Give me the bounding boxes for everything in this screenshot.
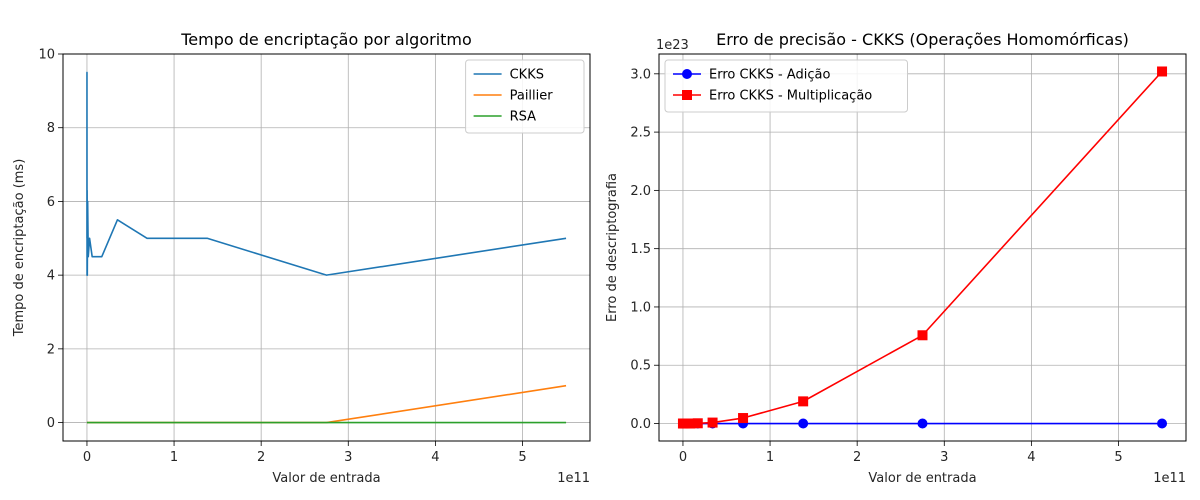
legend-label: RSA <box>510 110 537 125</box>
series-erro-ckks-adicao-point <box>798 418 809 429</box>
x-axis-offset: 1e11 <box>557 471 590 486</box>
y-tick-label: 1.0 <box>630 300 651 315</box>
legend-marker <box>682 90 692 100</box>
x-tick-label: 1 <box>170 450 178 465</box>
y-tick-label: 2.0 <box>630 184 651 199</box>
chart-title: Tempo de encriptação por algoritmo <box>180 30 472 49</box>
chart-encryption-time: 0 1 2 3 4 5 0 2 4 6 8 10 Tempo de encriptação por a… <box>12 30 591 486</box>
legend-label: CKKS <box>510 68 544 83</box>
legend-entry-ckks: CKKS <box>473 68 544 83</box>
y-tick-label: 0.5 <box>630 359 651 374</box>
y-axis-offset: 1e23 <box>656 38 689 53</box>
x-tick-label: 5 <box>1114 450 1122 465</box>
legend-marker <box>682 69 692 79</box>
x-tick-label: 2 <box>257 450 265 465</box>
y-tick-label: 1.5 <box>630 242 651 257</box>
legend-label: Erro CKKS - Multiplicação <box>709 89 872 104</box>
y-tick-label: 6 <box>47 195 55 210</box>
y-axis-label: Erro de descriptografia <box>605 173 620 322</box>
series-erro-ckks-multiplicacao <box>677 66 1168 429</box>
chart-title: Erro de precisão - CKKS (Operações Homom… <box>716 30 1129 49</box>
x-tick-label: 0 <box>679 450 687 465</box>
legend: CKKS Paillier RSA <box>465 59 585 134</box>
x-tick-label: 5 <box>518 450 526 465</box>
series-layer <box>677 66 1168 429</box>
x-tick-label: 4 <box>1027 450 1035 465</box>
y-tick-label: 3.0 <box>630 67 651 82</box>
x-axis-label: Valor de entrada <box>272 471 380 486</box>
x-tick-label: 0 <box>83 450 91 465</box>
series-erro-ckks-multiplicacao-point <box>1157 66 1168 77</box>
x-axis-label: Valor de entrada <box>868 471 976 486</box>
legend-entry-erro-ckks-adicao: Erro CKKS - Adição <box>673 68 830 83</box>
y-tick-label: 10 <box>38 48 55 63</box>
y-tick-label: 2.5 <box>630 126 651 141</box>
x-tick-label: 3 <box>344 450 352 465</box>
y-tick-label: 0 <box>47 416 55 431</box>
series-erro-ckks-multiplicacao-point <box>692 418 703 429</box>
legend-entry-erro-ckks-multiplicacao: Erro CKKS - Multiplicação <box>673 89 872 104</box>
series-ckks <box>86 71 567 276</box>
plot-frame <box>62 53 591 442</box>
x-tick-label: 4 <box>431 450 439 465</box>
legend-label: Paillier <box>510 89 554 104</box>
legend-label: Erro CKKS - Adição <box>709 68 830 83</box>
y-tick-label: 4 <box>47 269 55 284</box>
chart-precision-error: 0 1 2 3 4 5 0.0 0.5 1.0 1.5 2.0 2.5 3.0 Erro de prec… <box>605 30 1187 486</box>
series-erro-ckks-multiplicacao-point <box>798 396 809 407</box>
y-tick-label: 0.0 <box>630 417 651 432</box>
x-tick-label: 1 <box>766 450 774 465</box>
legend: Erro CKKS - Adição Erro CKKS - Multiplica… <box>664 59 908 113</box>
series-erro-ckks-adicao-point <box>1157 418 1168 429</box>
legend-box <box>664 59 908 113</box>
y-tick-label: 2 <box>47 342 55 357</box>
legend-entry-rsa: RSA <box>473 110 537 125</box>
x-tick-label: 3 <box>940 450 948 465</box>
series-erro-ckks-multiplicacao-point <box>738 413 749 424</box>
series-erro-ckks-multiplicacao-point <box>707 417 718 428</box>
series-erro-ckks-adicao-point <box>917 418 928 429</box>
x-tick-label: 2 <box>853 450 861 465</box>
ticks: 0 1 2 3 4 5 0 2 4 6 8 10 <box>38 48 526 466</box>
y-axis-label: Tempo de encriptação (ms) <box>12 159 27 338</box>
x-axis-offset: 1e11 <box>1153 471 1186 486</box>
legend-entry-paillier: Paillier <box>473 89 554 104</box>
y-tick-label: 8 <box>47 121 55 136</box>
plot-frame <box>658 53 1187 442</box>
series-layer <box>86 71 567 424</box>
ticks: 0 1 2 3 4 5 0.0 0.5 1.0 1.5 2.0 2.5 3.0 <box>630 67 1122 465</box>
series-ckks-line <box>86 71 567 276</box>
legend-box <box>465 59 585 134</box>
series-erro-ckks-multiplicacao-point <box>917 330 928 341</box>
